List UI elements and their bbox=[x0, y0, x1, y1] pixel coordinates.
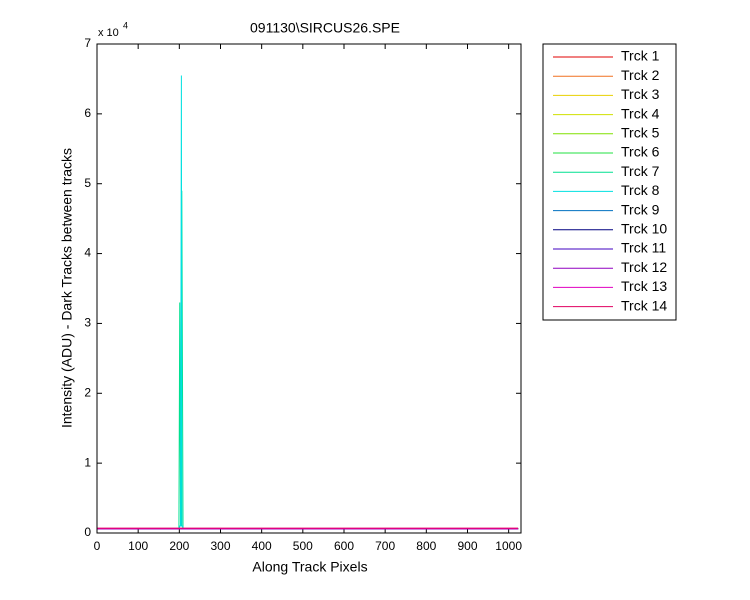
legend-label: Trck 1 bbox=[621, 48, 660, 64]
y-tick-label: 1 bbox=[84, 455, 91, 469]
legend-label: Trck 9 bbox=[621, 201, 660, 217]
x-tick-label: 800 bbox=[416, 539, 436, 553]
x-tick-label: 500 bbox=[293, 539, 313, 553]
x-axis-label: Along Track Pixels bbox=[252, 559, 367, 575]
y-tick-label: 7 bbox=[84, 36, 91, 50]
y-tick-label: 0 bbox=[84, 525, 91, 539]
y-tick-label: 3 bbox=[84, 316, 91, 330]
legend-label: Trck 10 bbox=[621, 221, 667, 237]
legend-label: Trck 3 bbox=[621, 86, 660, 102]
chart-title: 091130\SIRCUS26.SPE bbox=[250, 20, 400, 36]
y-tick-label: 4 bbox=[84, 246, 91, 260]
legend-label: Trck 8 bbox=[621, 182, 660, 198]
x-tick-label: 600 bbox=[334, 539, 354, 553]
y-multiplier-exponent: 4 bbox=[123, 20, 128, 30]
legend-label: Trck 6 bbox=[621, 144, 660, 160]
x-tick-label: 300 bbox=[210, 539, 230, 553]
legend-label: Trck 13 bbox=[621, 278, 667, 294]
x-tick-label: 700 bbox=[375, 539, 395, 553]
y-tick-label: 6 bbox=[84, 106, 91, 120]
x-tick-label: 400 bbox=[252, 539, 272, 553]
legend-label: Trck 7 bbox=[621, 163, 660, 179]
plot-area bbox=[97, 44, 521, 533]
legend-label: Trck 11 bbox=[621, 240, 666, 256]
legend-label: Trck 4 bbox=[621, 105, 660, 121]
legend-box bbox=[542, 43, 677, 321]
y-axis-label: Intensity (ADU) - Dark Tracks between tr… bbox=[59, 148, 75, 428]
x-tick-label: 900 bbox=[457, 539, 477, 553]
x-tick-label: 200 bbox=[169, 539, 189, 553]
x-tick-label: 100 bbox=[128, 539, 148, 553]
x-tick-label: 0 bbox=[94, 539, 101, 553]
legend-label: Trck 14 bbox=[621, 297, 667, 313]
axes-frame bbox=[96, 43, 522, 534]
legend-label: Trck 5 bbox=[621, 125, 660, 141]
y-multiplier: x 10 bbox=[98, 27, 119, 39]
legend-label: Trck 12 bbox=[621, 259, 667, 275]
y-tick-label: 5 bbox=[84, 176, 91, 190]
legend-label: Trck 2 bbox=[621, 67, 660, 83]
y-tick-label: 2 bbox=[84, 385, 91, 399]
x-tick-label: 1000 bbox=[495, 539, 522, 553]
